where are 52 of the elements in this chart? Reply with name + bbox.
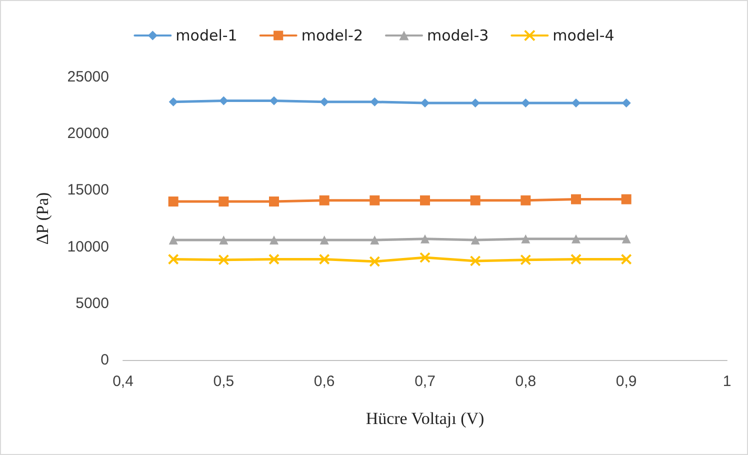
point xyxy=(269,196,279,207)
point xyxy=(521,234,530,244)
point xyxy=(219,236,228,245)
point xyxy=(319,195,330,206)
point xyxy=(571,194,581,204)
point xyxy=(420,98,430,108)
point xyxy=(369,256,380,268)
point xyxy=(420,195,430,206)
point xyxy=(370,236,380,245)
point xyxy=(520,254,532,266)
point xyxy=(168,236,178,245)
point xyxy=(268,254,280,265)
point xyxy=(470,255,481,266)
point xyxy=(318,254,330,265)
point xyxy=(370,97,380,106)
x-tick-label: 0,5 xyxy=(213,373,234,390)
legend-label: model-2 xyxy=(301,26,364,44)
point xyxy=(270,96,278,106)
y-tick-label: 15000 xyxy=(67,182,109,199)
point xyxy=(320,236,329,245)
point xyxy=(520,195,531,206)
point xyxy=(420,234,430,244)
point xyxy=(570,254,582,265)
point xyxy=(572,98,580,108)
point xyxy=(218,196,229,207)
legend-label: model-1 xyxy=(176,26,238,44)
x-tick-label: 0,6 xyxy=(314,373,335,390)
point xyxy=(470,195,480,206)
y-tick-label: 20000 xyxy=(67,125,109,142)
x-tick-label: 0,8 xyxy=(515,373,536,390)
y-axis-title: ΔP (Pa) xyxy=(33,192,52,245)
point xyxy=(470,236,480,245)
point xyxy=(572,234,580,244)
x-tick-label: 0,7 xyxy=(414,373,436,390)
point xyxy=(218,254,230,266)
point xyxy=(420,252,430,264)
y-tick-label: 0 xyxy=(100,352,109,368)
x-tick-label: 0,9 xyxy=(616,373,637,390)
x-axis-title: Hücre Voltajı (V) xyxy=(366,409,484,428)
point xyxy=(370,195,380,206)
point xyxy=(168,196,178,207)
point xyxy=(622,234,631,244)
point xyxy=(270,236,278,245)
x-tick-label: 1 xyxy=(722,373,732,390)
point xyxy=(168,97,178,106)
legend-label: model-4 xyxy=(552,26,614,44)
y-tick-label: 25000 xyxy=(67,68,109,86)
y-tick-label: 10000 xyxy=(67,238,109,256)
x-tick-label: 0,4 xyxy=(112,373,134,390)
point xyxy=(621,194,632,204)
y-tick-label: 5000 xyxy=(76,294,109,312)
legend-label: model-3 xyxy=(427,26,489,44)
